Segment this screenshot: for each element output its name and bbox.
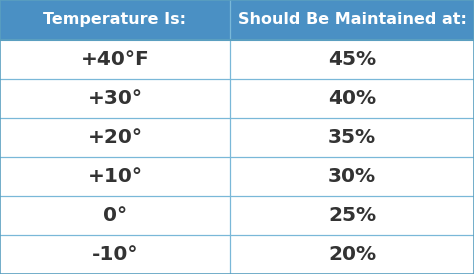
Bar bbox=[230, 157, 474, 196]
Bar bbox=[0, 235, 230, 274]
Text: 45%: 45% bbox=[328, 50, 376, 69]
Bar bbox=[230, 40, 474, 79]
Bar bbox=[230, 196, 474, 235]
Bar bbox=[0, 79, 230, 118]
Bar bbox=[230, 118, 474, 157]
Text: 20%: 20% bbox=[328, 245, 376, 264]
Bar bbox=[0, 157, 230, 196]
Text: 30%: 30% bbox=[328, 167, 376, 186]
Bar bbox=[0, 196, 230, 235]
Text: 0°: 0° bbox=[103, 206, 127, 225]
Text: Temperature Is:: Temperature Is: bbox=[44, 12, 186, 27]
Bar bbox=[0, 118, 230, 157]
Bar bbox=[0, 40, 230, 79]
Text: 40%: 40% bbox=[328, 89, 376, 108]
Text: 35%: 35% bbox=[328, 128, 376, 147]
Text: +20°: +20° bbox=[87, 128, 143, 147]
Text: -10°: -10° bbox=[91, 245, 138, 264]
Bar bbox=[230, 79, 474, 118]
Text: +40°F: +40°F bbox=[81, 50, 149, 69]
Text: 25%: 25% bbox=[328, 206, 376, 225]
Text: +10°: +10° bbox=[87, 167, 143, 186]
Bar bbox=[0, 0, 230, 40]
Bar bbox=[230, 235, 474, 274]
Bar bbox=[230, 0, 474, 40]
Text: Should Be Maintained at:: Should Be Maintained at: bbox=[237, 12, 466, 27]
Text: +30°: +30° bbox=[87, 89, 143, 108]
